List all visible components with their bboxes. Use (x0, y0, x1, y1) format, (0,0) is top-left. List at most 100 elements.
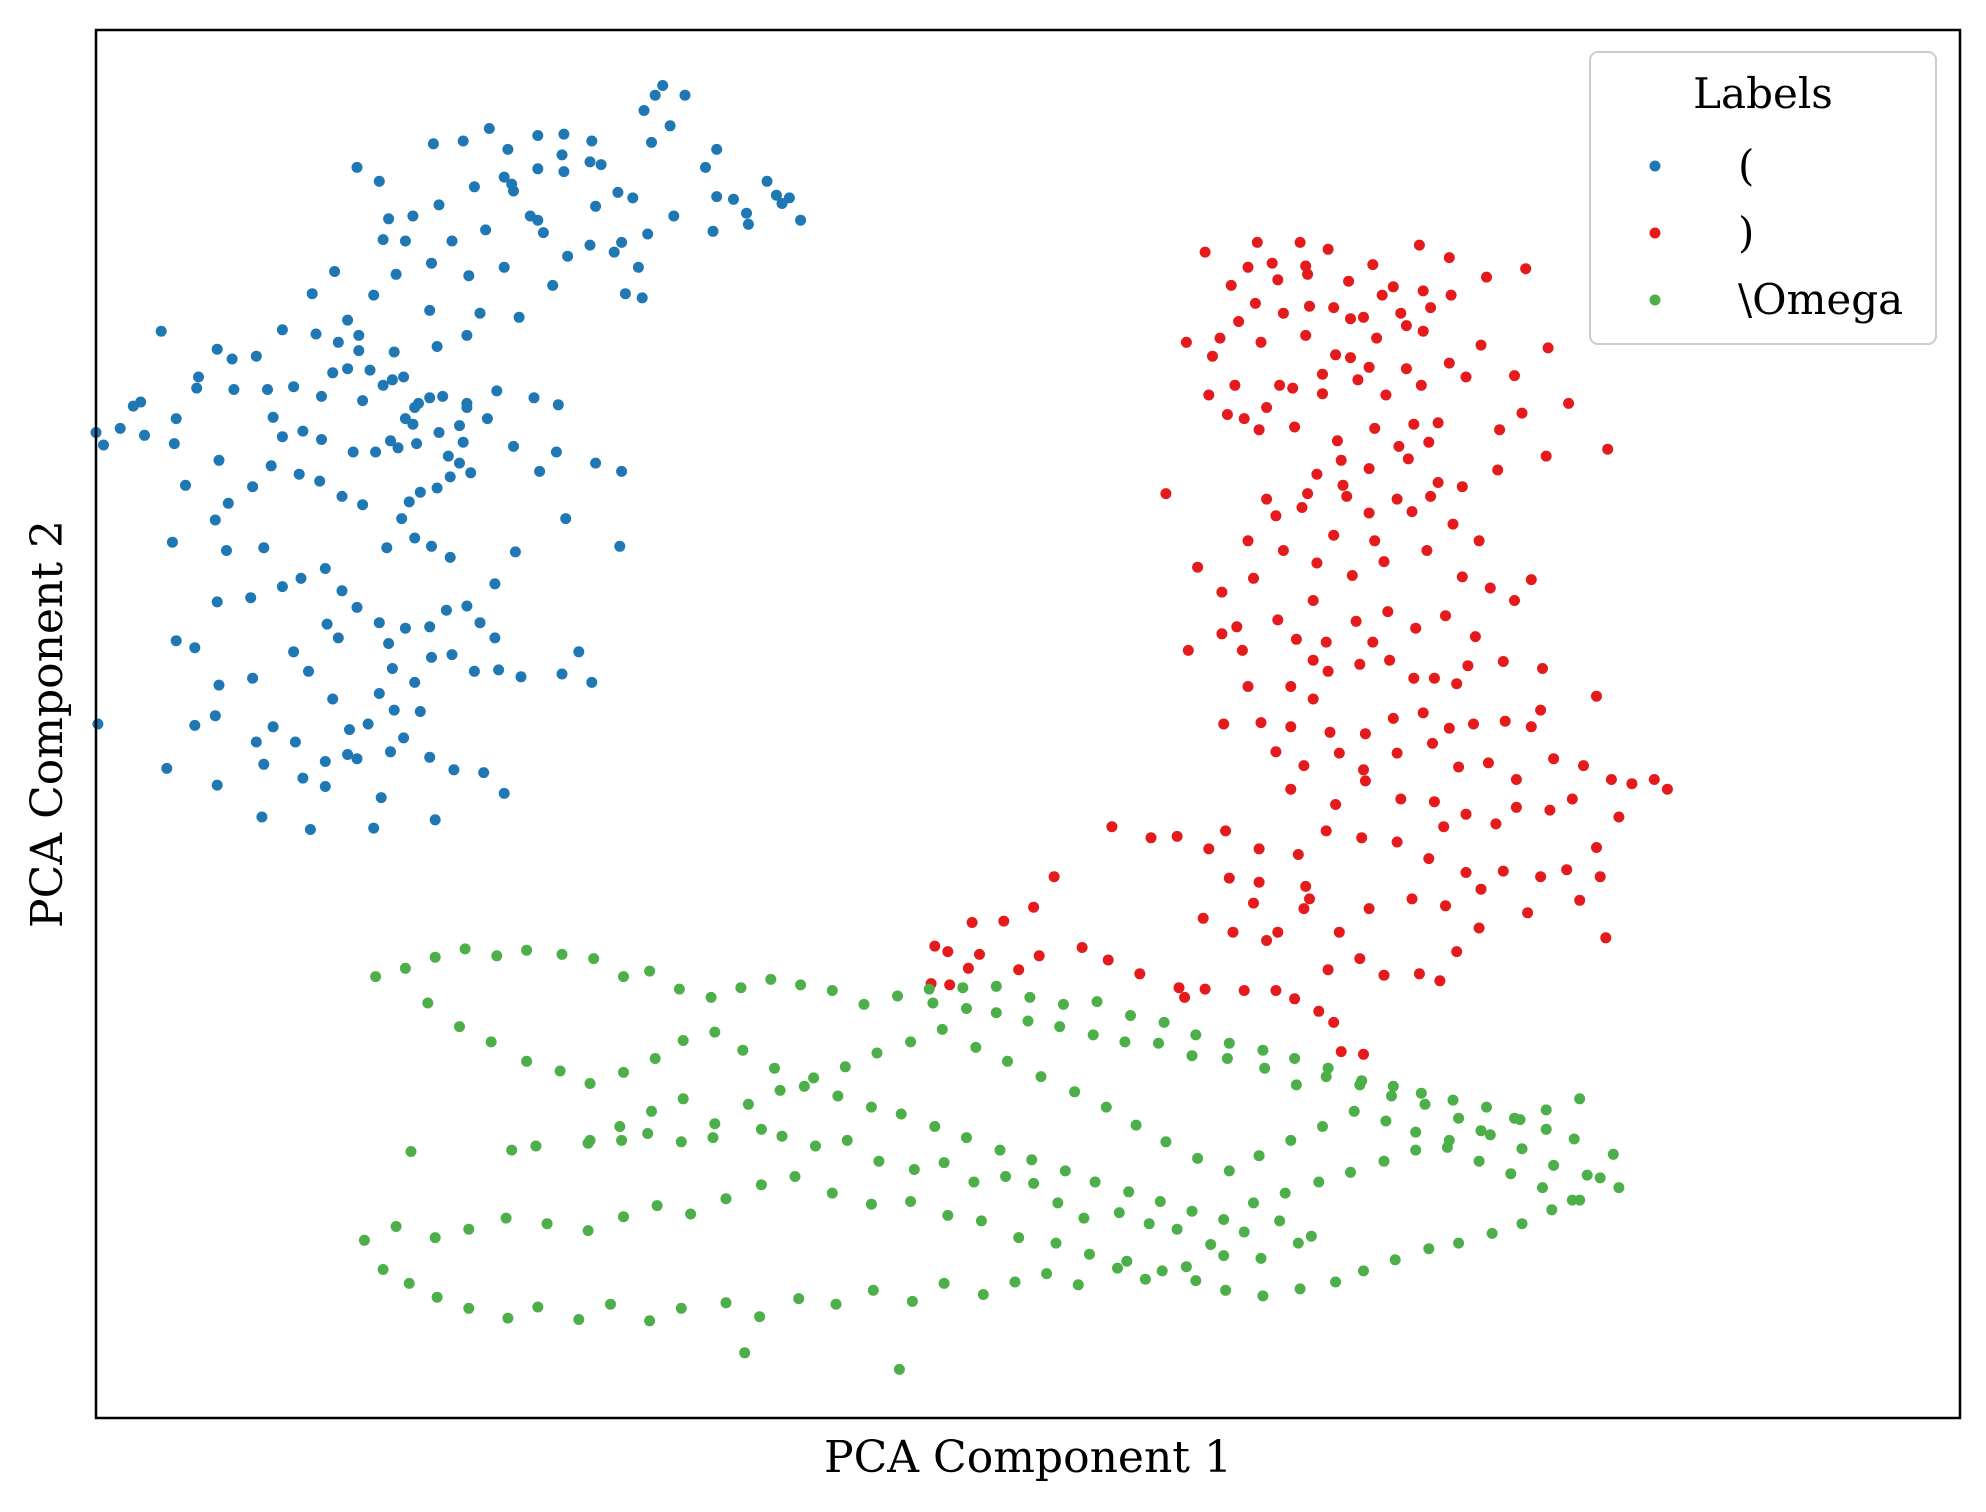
data-point (532, 130, 544, 141)
data-point (1574, 1093, 1586, 1105)
data-point (409, 532, 421, 544)
data-point (351, 601, 363, 613)
data-point (642, 1128, 654, 1139)
data-point (1354, 658, 1366, 670)
data-point (1460, 371, 1472, 383)
data-point (276, 431, 288, 443)
data-point (1516, 407, 1528, 419)
data-point (1305, 1230, 1317, 1242)
data-point (370, 971, 382, 983)
data-point (923, 983, 935, 995)
data-point (1581, 1169, 1593, 1181)
data-point (1561, 864, 1573, 876)
data-point (168, 438, 180, 450)
data-point (1296, 502, 1308, 513)
data-point (1251, 236, 1263, 248)
data-point (407, 210, 419, 222)
data-point (368, 289, 380, 301)
data-point (657, 80, 669, 91)
data-point (895, 1108, 907, 1120)
data-point (386, 663, 398, 674)
data-point (1378, 556, 1390, 568)
data-point (424, 621, 436, 633)
data-point (491, 385, 503, 397)
data-point (221, 545, 232, 556)
legend-label: ( (1738, 141, 1754, 190)
data-point (839, 1061, 851, 1073)
data-point (399, 962, 411, 974)
data-point (351, 161, 363, 173)
data-point (905, 1196, 917, 1207)
data-point (1369, 422, 1381, 434)
data-point (705, 991, 717, 1003)
series-0 (90, 80, 807, 835)
data-point (489, 578, 501, 590)
data-point (1028, 1177, 1040, 1189)
data-point (584, 1078, 596, 1089)
data-point (1428, 672, 1440, 684)
data-point (1205, 1239, 1217, 1250)
data-point (342, 749, 354, 760)
data-point (1231, 621, 1243, 633)
data-point (211, 596, 223, 608)
data-point (1277, 307, 1289, 319)
data-point (1203, 389, 1215, 401)
data-point (968, 1176, 980, 1188)
data-point (213, 679, 225, 691)
data-point (461, 402, 473, 413)
data-point (521, 944, 533, 956)
data-point (990, 980, 1002, 992)
data-point (755, 1179, 767, 1191)
data-point (1492, 464, 1504, 476)
data-point (1253, 876, 1265, 888)
data-point (865, 1101, 877, 1113)
data-point (938, 1277, 950, 1289)
data-point (1371, 332, 1383, 344)
data-point (1425, 302, 1437, 314)
data-point (1456, 571, 1468, 583)
data-point (1072, 1279, 1084, 1291)
data-point (1328, 529, 1340, 541)
data-point (1380, 389, 1392, 401)
data-point (810, 1140, 821, 1152)
data-point (605, 1298, 616, 1310)
data-point (1253, 424, 1265, 436)
data-point (1207, 350, 1218, 362)
data-point (1421, 545, 1433, 556)
data-point (711, 143, 723, 155)
data-point (1182, 644, 1194, 656)
data-point (532, 1301, 544, 1313)
data-point (1285, 681, 1297, 692)
data-point (1460, 867, 1472, 878)
data-point (1302, 488, 1314, 500)
data-point (1292, 849, 1304, 860)
data-point (1391, 493, 1403, 505)
data-point (373, 688, 385, 699)
data-point (293, 468, 305, 480)
data-point (1255, 1252, 1267, 1264)
data-point (709, 1118, 721, 1130)
data-point (357, 499, 369, 511)
data-point (1242, 261, 1254, 273)
data-point (1216, 628, 1228, 640)
data-point (1220, 825, 1232, 837)
data-point (1613, 1182, 1625, 1194)
data-point (329, 266, 341, 277)
data-point (414, 486, 426, 498)
data-point (483, 123, 495, 134)
series-1 (925, 236, 1673, 1060)
data-point (646, 1105, 657, 1117)
data-point (1330, 349, 1342, 361)
data-point (1359, 775, 1371, 787)
data-point (789, 1171, 801, 1182)
data-point (1242, 681, 1254, 692)
data-point (700, 161, 711, 173)
data-point (446, 235, 458, 247)
data-point (832, 1090, 844, 1102)
data-point (905, 1036, 917, 1048)
data-point (454, 1021, 465, 1033)
data-point (1425, 490, 1437, 502)
data-point (673, 983, 685, 995)
data-point (385, 746, 396, 758)
